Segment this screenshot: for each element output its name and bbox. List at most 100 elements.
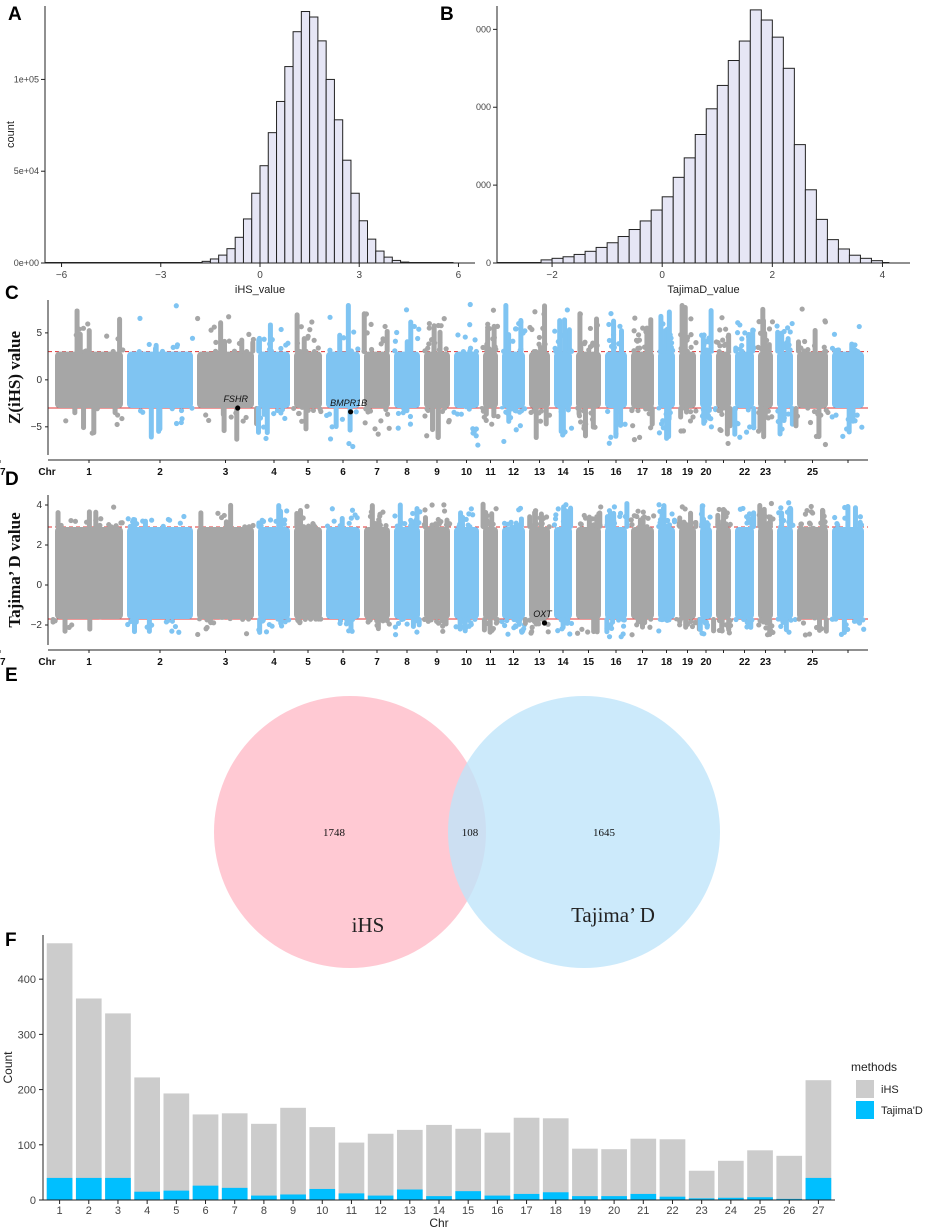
snp-point — [386, 425, 392, 431]
y-tick-label: 0 — [36, 375, 42, 386]
x-tick-label: 7 — [232, 1205, 238, 1217]
panel-label-a: A — [8, 4, 22, 25]
chr-label: 1 — [86, 467, 92, 478]
snp-point — [206, 417, 212, 424]
snp-point — [242, 524, 248, 530]
snp-point — [380, 509, 386, 515]
snp-point — [631, 348, 637, 354]
snp-point — [636, 337, 643, 343]
chr-label: 10 — [461, 467, 473, 478]
snp-tower — [642, 617, 648, 626]
snp-tower — [684, 406, 690, 415]
snp-point — [403, 307, 410, 313]
snp-tower — [522, 617, 528, 626]
snp-point — [350, 443, 356, 450]
chr-label: 2 — [157, 657, 163, 668]
snp-point — [489, 421, 495, 427]
bar-tajima — [718, 1197, 744, 1200]
snp-tower — [489, 511, 495, 529]
venn-count-ihs: 1748 — [323, 827, 346, 839]
snp-point — [620, 623, 627, 629]
snp-point — [173, 420, 180, 427]
bar-ihs — [718, 1160, 744, 1200]
snp-point — [529, 628, 535, 635]
snp-tower — [312, 524, 318, 529]
snp-tower — [518, 516, 524, 529]
snp-point — [442, 405, 448, 411]
snp-point — [769, 319, 776, 325]
snp-point — [110, 348, 116, 355]
chr-band-2 — [127, 527, 193, 619]
snp-tower — [429, 522, 435, 529]
snp-tower — [644, 325, 650, 354]
chr-label: 10 — [461, 657, 473, 668]
snp-point — [504, 617, 510, 624]
snp-tower — [459, 516, 465, 529]
snp-tower — [291, 406, 297, 412]
snp-tower — [487, 617, 493, 635]
snp-tower — [566, 327, 572, 354]
snp-tower — [624, 501, 630, 529]
snp-tower — [152, 345, 158, 354]
snp-point — [721, 342, 727, 348]
chr-band-19 — [679, 351, 696, 409]
chr-band-3 — [197, 527, 254, 619]
snp-point — [329, 424, 335, 430]
snp-tower — [219, 617, 225, 620]
snp-tower — [532, 508, 538, 529]
snp-point — [282, 415, 288, 422]
snp-tower — [542, 303, 548, 354]
chr-label: 18 — [661, 657, 673, 668]
snp-point — [693, 408, 699, 414]
bar-ihs — [542, 1118, 569, 1200]
snp-point — [636, 434, 643, 440]
snp-tower — [55, 510, 61, 529]
snp-point — [734, 330, 741, 336]
snp-tower — [91, 406, 97, 436]
snp-point — [441, 502, 447, 508]
snp-tower — [700, 334, 706, 354]
snp-point — [468, 620, 474, 626]
snp-point — [688, 332, 694, 338]
snp-point — [618, 634, 624, 640]
snp-point — [298, 324, 304, 330]
snp-point — [178, 407, 185, 414]
snp-tower — [294, 312, 300, 354]
snp-point — [680, 428, 687, 434]
snp-tower — [849, 341, 855, 354]
snp-point — [552, 328, 558, 334]
snp-tower — [397, 502, 403, 529]
snp-point — [744, 624, 750, 630]
snp-tower — [414, 506, 420, 529]
snp-point — [635, 407, 641, 414]
snp-point — [215, 510, 221, 516]
chr-band-8 — [394, 527, 420, 619]
snp-tower — [674, 617, 680, 622]
snp-point — [840, 433, 846, 439]
snp-point — [687, 418, 694, 424]
snp-point — [528, 409, 534, 416]
snp-tower — [726, 350, 732, 354]
hist-bar-a — [350, 192, 360, 264]
hist-bar-b — [683, 157, 696, 264]
hist-bar-b — [617, 236, 630, 264]
snp-point — [552, 516, 559, 522]
snp-point — [426, 341, 432, 347]
snp-tower — [852, 505, 858, 529]
snp-tower — [582, 406, 588, 439]
snp-point — [369, 346, 375, 353]
snp-point — [637, 345, 643, 351]
bar-tajima — [426, 1196, 452, 1200]
snp-point — [470, 426, 476, 432]
snp-point — [204, 624, 210, 631]
chr-label: 22 — [739, 657, 751, 668]
snp-point — [656, 430, 663, 436]
chr-label: 13 — [534, 657, 546, 668]
hist-bar-a — [267, 132, 278, 264]
snp-tower — [757, 406, 763, 432]
x-axis-title: iHS_value — [235, 284, 285, 296]
snp-point — [490, 307, 497, 313]
snp-point — [271, 410, 277, 417]
bar-tajima — [601, 1196, 627, 1200]
chr-band-4 — [258, 351, 290, 409]
